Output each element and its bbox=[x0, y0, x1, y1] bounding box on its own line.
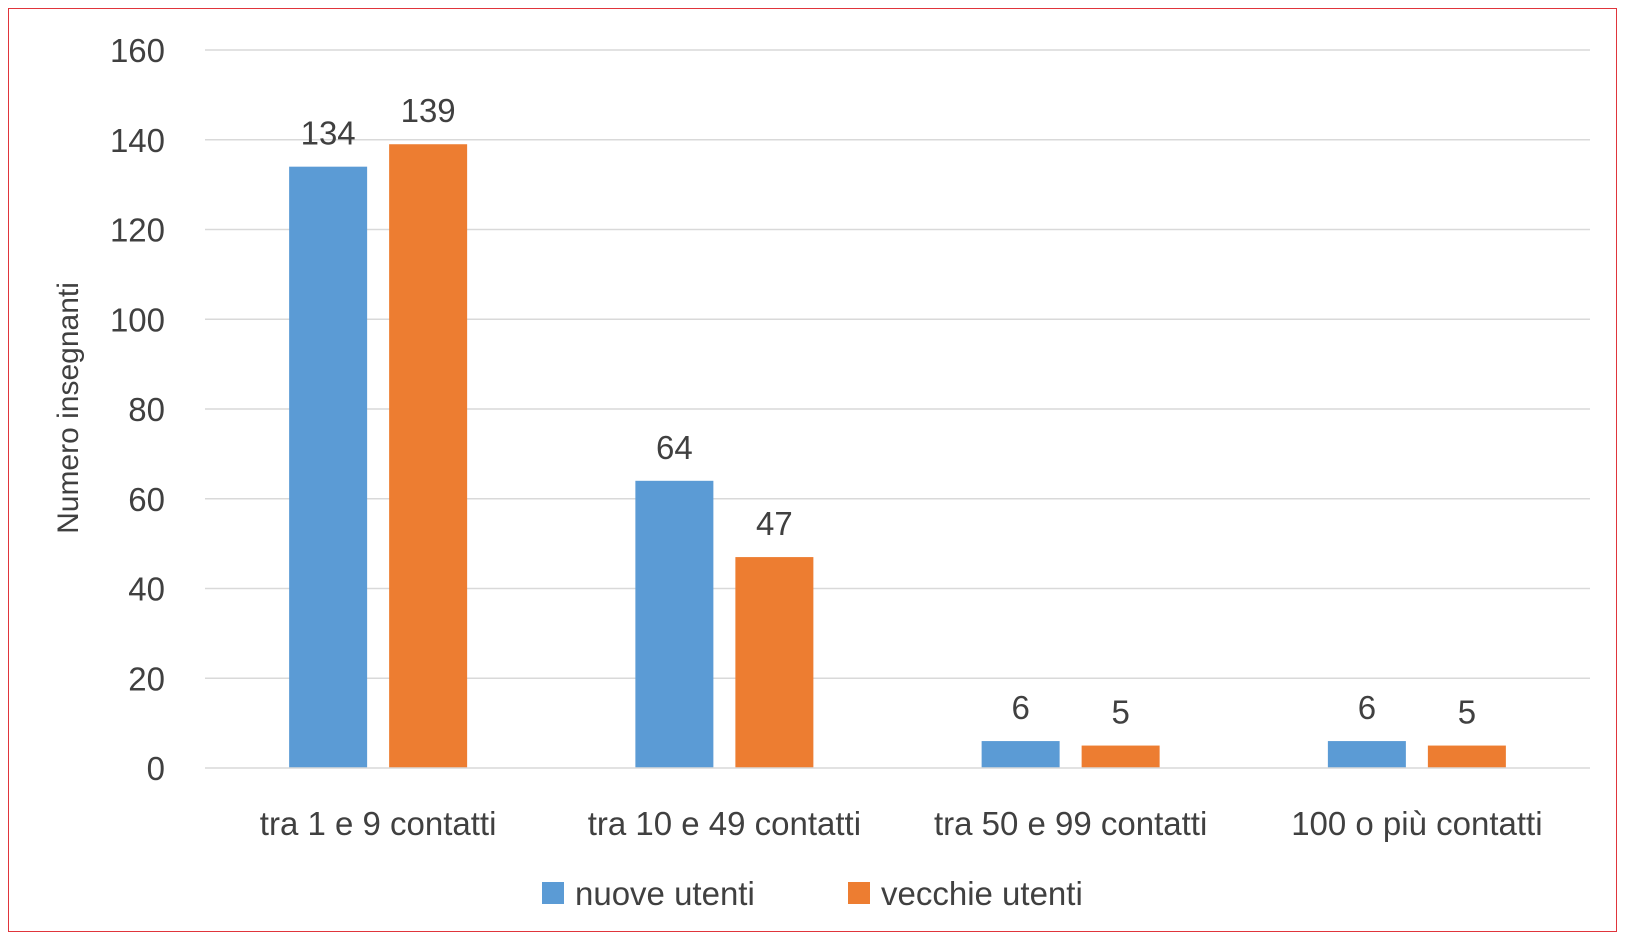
legend-label: vecchie utenti bbox=[881, 875, 1083, 912]
data-label: 64 bbox=[656, 429, 693, 466]
data-label: 5 bbox=[1458, 694, 1476, 731]
x-category-label: tra 10 e 49 contatti bbox=[588, 805, 861, 842]
x-axis-categories: tra 1 e 9 contatti tra 10 e 49 contatti tr… bbox=[260, 805, 1543, 842]
bar-vecchie-0 bbox=[389, 144, 468, 769]
bar-nuove-3 bbox=[1327, 741, 1406, 768]
bar-nuove-0 bbox=[289, 166, 368, 769]
data-label: 6 bbox=[1358, 689, 1376, 726]
data-label: 47 bbox=[756, 505, 793, 542]
y-tick-label: 60 bbox=[128, 481, 165, 518]
bar-nuove-1 bbox=[635, 480, 714, 768]
data-label: 139 bbox=[401, 92, 456, 129]
bar-vecchie-1 bbox=[735, 557, 814, 768]
y-tick-label: 140 bbox=[110, 122, 165, 159]
y-tick-label: 80 bbox=[128, 391, 165, 428]
y-tick-label: 20 bbox=[128, 660, 165, 697]
bar-nuove-2 bbox=[981, 741, 1060, 768]
data-label: 6 bbox=[1011, 689, 1029, 726]
y-axis-label: Numero insegnanti bbox=[52, 282, 85, 534]
legend-label: nuove utenti bbox=[575, 875, 755, 912]
bar-vecchie-3 bbox=[1427, 745, 1506, 768]
data-labels: 134 139 64 47 6 5 6 5 bbox=[301, 92, 1476, 730]
y-axis-ticks: 0 20 40 60 80 100 120 140 160 bbox=[110, 32, 165, 787]
data-label: 134 bbox=[301, 115, 356, 152]
data-label: 5 bbox=[1111, 694, 1129, 731]
x-category-label: tra 1 e 9 contatti bbox=[260, 805, 497, 842]
bars bbox=[289, 144, 1506, 769]
legend-swatch bbox=[848, 882, 870, 904]
bar-vecchie-2 bbox=[1081, 745, 1160, 768]
y-tick-label: 40 bbox=[128, 571, 165, 608]
x-category-label: 100 o più contatti bbox=[1291, 805, 1542, 842]
legend: nuove utenti vecchie utenti bbox=[542, 875, 1083, 912]
y-tick-label: 120 bbox=[110, 212, 165, 249]
y-tick-label: 160 bbox=[110, 32, 165, 69]
y-tick-label: 100 bbox=[110, 301, 165, 338]
chart-frame bbox=[8, 8, 1617, 932]
y-tick-label: 0 bbox=[147, 750, 165, 787]
legend-swatch bbox=[542, 882, 564, 904]
x-category-label: tra 50 e 99 contatti bbox=[934, 805, 1207, 842]
